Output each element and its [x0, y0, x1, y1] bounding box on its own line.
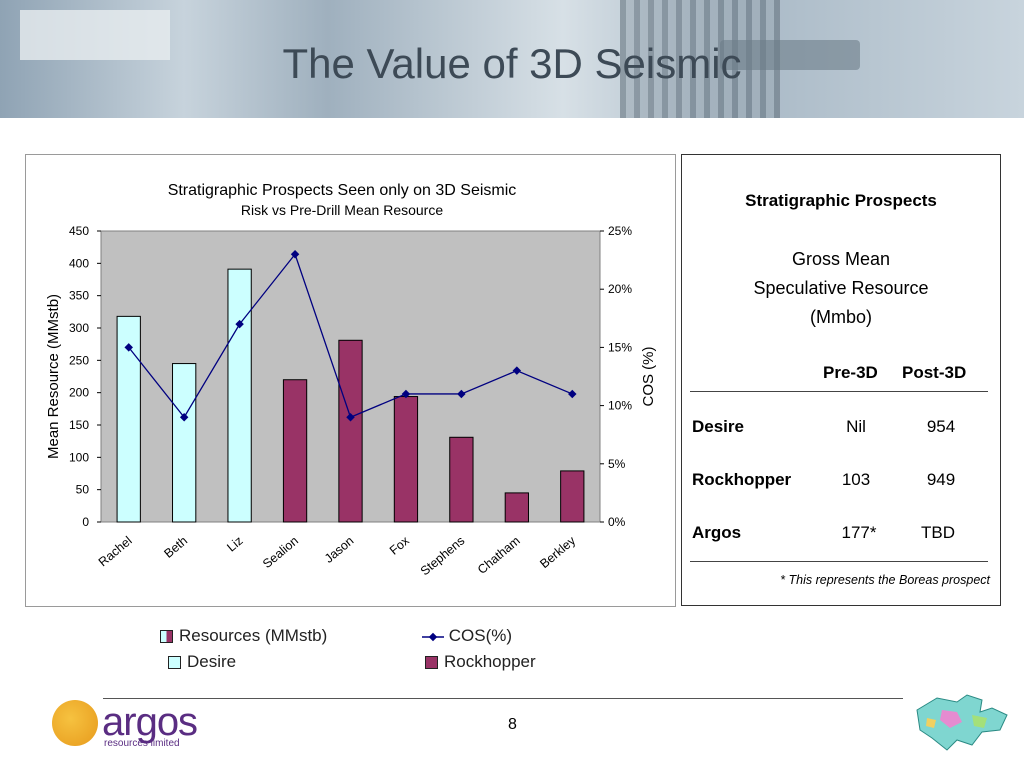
legend-rockhopper-label: Rockhopper: [444, 652, 536, 671]
bar-rachel: [116, 315, 141, 523]
cos-point-stephens: [457, 389, 466, 399]
bar-beth: [172, 363, 197, 523]
argos-logo: argos resources limited: [52, 700, 222, 752]
table-subtitle-1: Gross Mean: [791, 249, 891, 269]
legend-cos-label: COS(%): [448, 626, 513, 645]
row-label-desire: Desire: [692, 417, 744, 436]
legend-desire: Desire: [168, 652, 236, 672]
y2-tick-label: 20%: [608, 282, 632, 296]
desire-swatch-icon: [168, 656, 181, 670]
y-tick-label: 150: [69, 418, 89, 432]
y-axis-label: Mean Resource (MMstb): [45, 294, 62, 459]
y2-axis-label: COS (%): [640, 346, 657, 406]
cell-rockhopper-post: 949: [926, 470, 956, 489]
header-banner-image: [0, 0, 1024, 118]
cos-point-chatham: [512, 366, 522, 375]
resources-swatch-icon: [160, 630, 173, 644]
y2-tick-label: 0%: [608, 515, 626, 529]
legend-rockhopper: Rockhopper: [425, 652, 536, 672]
table-title: Stratigraphic Prospects: [745, 191, 937, 210]
row-label-rockhopper: Rockhopper: [692, 470, 792, 489]
y-tick-label: 400: [69, 256, 89, 270]
legend-cos: COS(%): [422, 626, 512, 646]
slide-title: The Value of 3D Seismic: [282, 40, 742, 87]
cos-point-fox: [401, 389, 411, 399]
y-tick-label: 450: [69, 224, 89, 238]
prospect-table-panel: Stratigraphic Prospects Gross Mean Specu…: [681, 154, 1001, 606]
cell-desire-pre: Nil: [846, 417, 866, 436]
cos-point-sealion: [290, 250, 300, 259]
chart-title: Stratigraphic Prospects Seen only on 3D …: [168, 182, 517, 199]
logo-tagline: resources limited: [104, 738, 180, 749]
falklands-map-icon: [916, 694, 1008, 751]
legend-desire-label: Desire: [187, 652, 237, 671]
cell-rockhopper-pre: 103: [841, 470, 871, 489]
footer-divider: [690, 561, 988, 562]
x-tick-label: Chatham: [475, 534, 523, 577]
y2-tick-label: 5%: [608, 457, 626, 471]
y-tick-label: 0: [82, 515, 89, 529]
y-tick-label: 350: [69, 289, 89, 303]
legend-resources-label: Resources (MMstb): [179, 626, 328, 645]
chart-subtitle: Risk vs Pre-Drill Mean Resource: [241, 202, 443, 218]
x-tick-label: Liz: [224, 534, 245, 555]
banner-platform-image: [20, 10, 170, 60]
x-tick-label: Fox: [387, 533, 413, 558]
cell-argos-pre: 177*: [841, 523, 877, 542]
y2-tick-label: 10%: [608, 399, 632, 413]
x-tick-label: Beth: [161, 534, 190, 561]
cos-point-beth: [179, 412, 189, 422]
bar-stephens: [449, 436, 474, 523]
table-subtitle-3: (Mmbo): [810, 307, 872, 327]
bar-fox: [393, 396, 419, 523]
cos-point-jason: [346, 412, 355, 422]
y-tick-label: 100: [69, 450, 89, 464]
table-footnote: * This represents the Boreas prospect: [780, 573, 990, 587]
y2-tick-label: 25%: [608, 224, 632, 238]
page-number: 8: [508, 716, 517, 733]
bar-jason: [338, 339, 363, 523]
y-tick-label: 300: [69, 321, 89, 335]
header-divider: [690, 391, 988, 392]
cos-line-swatch-icon: [422, 632, 444, 641]
logo-emblem-icon: [52, 700, 98, 746]
cos-point-rachel: [124, 343, 133, 352]
legend-resources: Resources (MMstb): [160, 626, 327, 646]
footer-rule: [103, 698, 903, 699]
y-tick-label: 250: [69, 353, 89, 367]
bar-liz: [227, 268, 252, 523]
y-tick-label: 50: [76, 483, 90, 497]
banner-vessel-image: [720, 40, 860, 70]
bar-sealion: [282, 379, 308, 523]
x-tick-label: Jason: [322, 534, 357, 566]
chart-panel: Stratigraphic Prospects Seen only on 3D …: [25, 154, 676, 607]
rockhopper-swatch-icon: [425, 656, 438, 670]
cos-point-liz: [235, 319, 244, 329]
bar-chatham: [504, 492, 529, 523]
bar-berkley: [560, 470, 585, 523]
x-tick-label: Rachel: [96, 534, 135, 570]
y2-tick-label: 15%: [608, 340, 632, 354]
column-header-post-3d: Post-3D: [902, 363, 967, 382]
cell-argos-post: TBD: [921, 523, 955, 542]
x-tick-label: Berkley: [537, 533, 579, 571]
x-tick-label: Sealion: [260, 534, 301, 572]
chart-svg: Stratigraphic Prospects Seen only on 3D …: [45, 182, 657, 579]
y-tick-label: 200: [69, 386, 89, 400]
x-tick-label: Stephens: [418, 534, 467, 579]
table-subtitle-2: Speculative Resource: [753, 278, 929, 298]
column-header-pre-3d: Pre-3D: [823, 363, 878, 382]
row-label-argos: Argos: [692, 523, 742, 542]
cell-desire-post: 954: [926, 417, 956, 436]
logo-wordmark: argos: [102, 700, 198, 744]
